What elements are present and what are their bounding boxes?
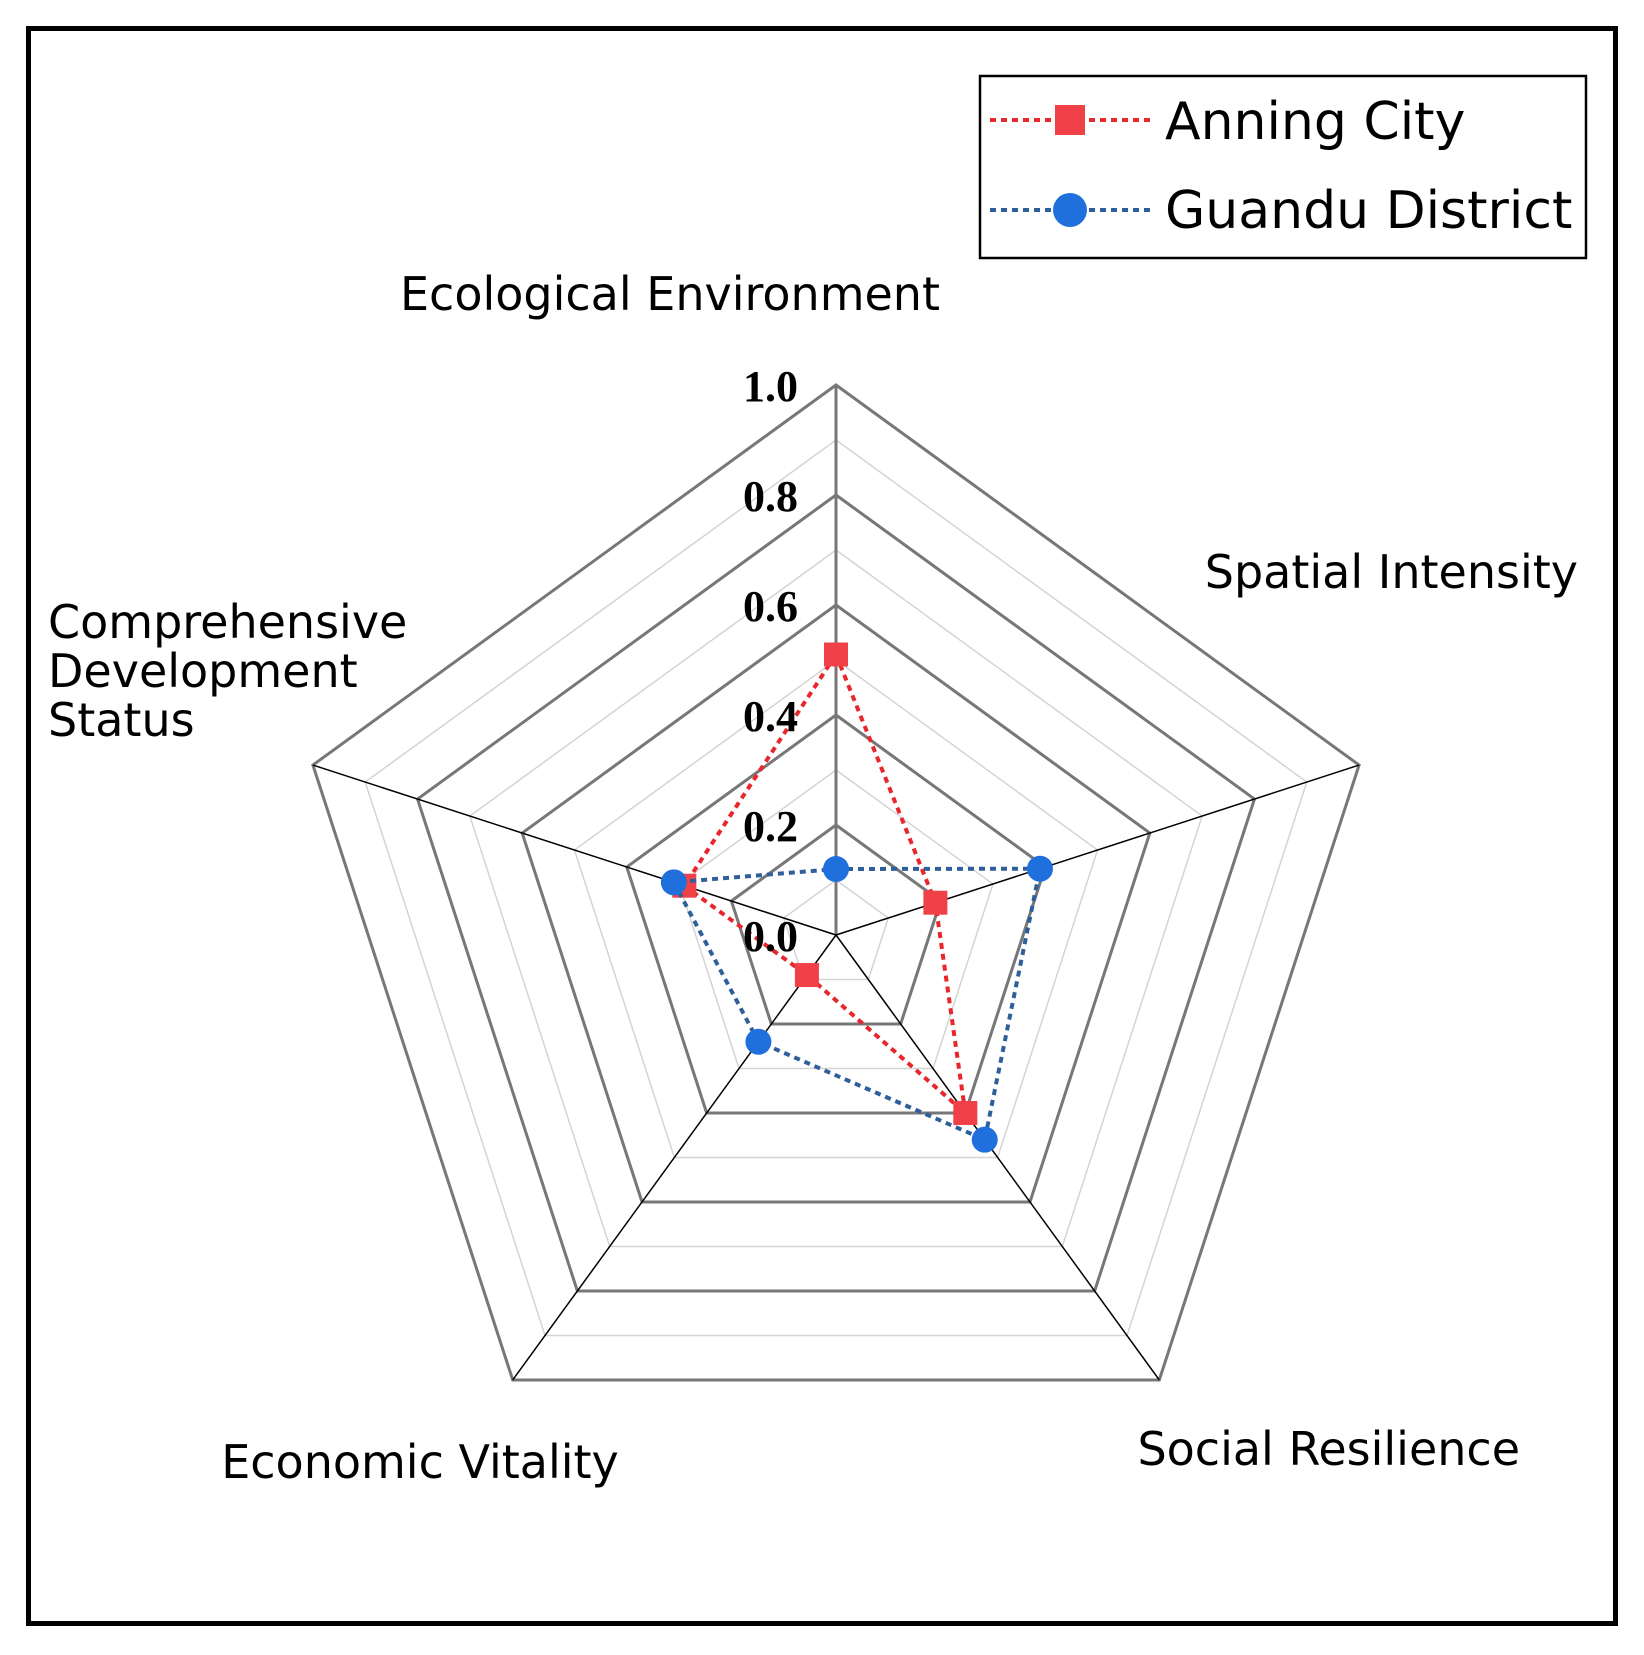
grid-ring-minor: [468, 549, 1204, 1248]
series-line-guandu-district: [670, 866, 1043, 1143]
tick-label: 0.6: [743, 582, 798, 631]
tick-label: 0.0: [743, 912, 798, 961]
grid-major: [311, 383, 1361, 1382]
data-point-guandu-district-economic-vitality: [745, 1028, 772, 1055]
data-point-anning-city-economic-vitality: [794, 963, 819, 988]
data-point-guandu-district-ecological-environment: [823, 856, 849, 882]
tick-label: 0.8: [743, 472, 798, 521]
legend-label-guandu-district: Guandu District: [1165, 181, 1572, 241]
tick-label: 1.0: [743, 362, 798, 411]
axis-spoke-social-resilience: [835, 934, 1160, 1381]
tick-label: 0.2: [743, 802, 798, 851]
grid-ring-minor: [678, 769, 994, 1070]
grid-ring-major: [520, 603, 1152, 1204]
axis-labels: Ecological Environment Spatial Intensity S…: [48, 267, 1578, 1489]
series-line-anning-city: [681, 650, 969, 1119]
legend-marker-anning-city: [1055, 105, 1085, 135]
axis-label-social-resilience: Social Resilience: [1137, 1422, 1520, 1476]
axis-spoke-spatial-intensity: [835, 764, 1360, 936]
grid-ring-major: [729, 823, 943, 1026]
legend-entry-anning-city: Anning City: [990, 92, 1465, 152]
axis-label-economic-vitality: Economic Vitality: [221, 1435, 619, 1489]
legend-entry-guandu-district: Guandu District: [990, 181, 1572, 241]
grid-minor: [364, 439, 1308, 1337]
legend-marker-guandu-district: [1053, 193, 1087, 227]
data-point-anning-city-ecological-environment: [824, 642, 848, 667]
data-point-anning-city-social-resilience: [953, 1100, 978, 1125]
grid-ring-minor: [364, 439, 1308, 1337]
data-point-guandu-district-social-resilience: [971, 1126, 998, 1153]
grid-ring-minor: [782, 879, 890, 981]
axis-spoke-economic-vitality: [512, 934, 837, 1381]
grid-ring-major: [311, 383, 1361, 1382]
grid-ring-minor: [573, 659, 1099, 1159]
axis-spoke-comprehensive-development-status: [312, 764, 837, 936]
axis-spokes: [312, 385, 1360, 1381]
data-point-anning-city-spatial-intensity: [923, 890, 948, 915]
figure-frame: [26, 26, 1618, 1626]
data-point-guandu-district-comprehensive-development-status: [660, 869, 687, 896]
tick-label: 0.4: [743, 692, 798, 741]
axis-label-ecological-environment: Ecological Environment: [400, 267, 940, 321]
axis-label-comprehensive-development-status: Comprehensive Development Status: [48, 595, 407, 747]
legend-label-anning-city: Anning City: [1165, 92, 1465, 152]
legend: Anning City Guandu District: [978, 74, 1588, 260]
tick-labels: 0.0 0.2 0.4 0.6 0.8 1.0: [743, 362, 798, 961]
series-layer: [660, 642, 1054, 1153]
grid-ring-major: [415, 493, 1257, 1293]
axis-label-spatial-intensity: Spatial Intensity: [1205, 545, 1578, 599]
data-point-guandu-district-spatial-intensity: [1027, 855, 1054, 882]
grid-ring-major: [625, 713, 1047, 1115]
